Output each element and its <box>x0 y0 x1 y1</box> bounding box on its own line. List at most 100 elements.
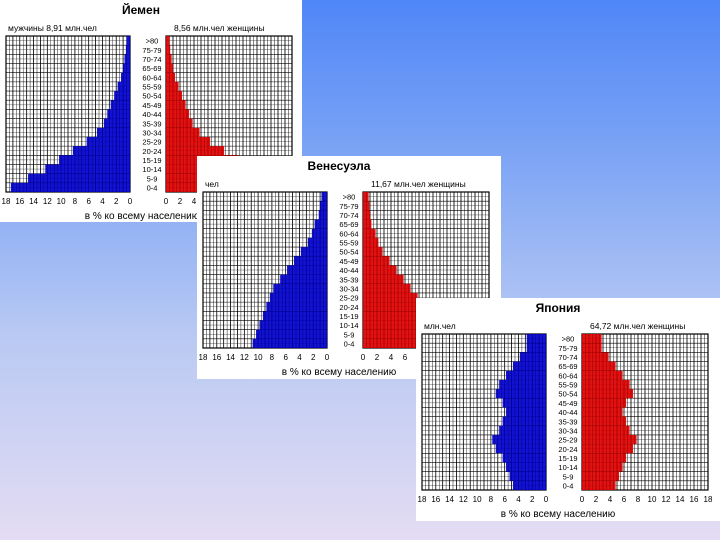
male-bar-25-29 <box>269 292 327 303</box>
age-group-label: 60-64 <box>142 73 161 82</box>
age-group-label: 35-39 <box>142 119 161 128</box>
x-tick-label: 10 <box>648 495 657 504</box>
female-bar-50-54 <box>166 91 183 101</box>
age-group-label: 35-39 <box>339 275 358 284</box>
male-bar->80 <box>126 36 130 46</box>
age-group-label: 50-54 <box>339 248 358 257</box>
male-bar-20-24 <box>72 146 130 156</box>
male-bar-10-14 <box>259 320 327 330</box>
age-group-label: 60-64 <box>339 229 358 238</box>
age-group-label: 55-59 <box>339 239 358 248</box>
bar-grid-overlay <box>206 192 324 348</box>
x-tick-label: 0 <box>164 197 169 206</box>
chart-title: Венесуэла <box>308 159 371 173</box>
x-tick-label: 4 <box>192 197 197 206</box>
female-bar-30-34 <box>166 127 200 137</box>
age-group-label: 60-64 <box>558 371 577 380</box>
age-group-label: 25-29 <box>142 138 161 147</box>
x-tick-label: 14 <box>226 353 235 362</box>
female-bar-65-69 <box>363 219 372 229</box>
x-tick-label: 0 <box>361 353 366 362</box>
male-bar-25-29 <box>86 136 130 147</box>
x-tick-label: 6 <box>403 353 408 362</box>
chart-title: Йемен <box>122 2 160 17</box>
male-bar-60-64 <box>311 228 327 238</box>
female-bar-70-74 <box>582 352 609 362</box>
age-group-label: 50-54 <box>558 390 577 399</box>
male-bar-45-49 <box>110 100 130 110</box>
age-group-label: 55-59 <box>142 83 161 92</box>
x-tick-label: 8 <box>270 353 275 362</box>
age-group-label: 75-79 <box>558 344 577 353</box>
female-bar-45-49 <box>582 398 627 408</box>
female-bar->80 <box>166 36 170 46</box>
age-group-label: 15-19 <box>339 312 358 321</box>
female-bar-55-59 <box>363 237 379 248</box>
male-bar-70-74 <box>124 54 130 64</box>
male-bar-70-74 <box>519 352 546 362</box>
x-tick-label: 2 <box>530 495 535 504</box>
age-group-label: 0-4 <box>563 482 574 491</box>
male-bar-15-19 <box>59 155 130 165</box>
male-bar-0-4 <box>512 480 546 490</box>
female-bar-40-44 <box>166 109 190 119</box>
female-bar-60-64 <box>363 228 376 238</box>
age-group-label: 25-29 <box>558 436 577 445</box>
female-bar-25-29 <box>363 292 418 303</box>
female-bar-40-44 <box>363 265 397 275</box>
male-bar-60-64 <box>121 72 130 82</box>
age-group-label: 25-29 <box>339 294 358 303</box>
x-tick-label: 16 <box>431 495 440 504</box>
male-bar-45-49 <box>502 398 546 408</box>
age-group-label: >80 <box>343 193 356 202</box>
female-bar-50-54 <box>582 389 634 399</box>
age-group-label: 70-74 <box>142 55 161 64</box>
male-population-label: чел <box>205 179 219 189</box>
female-bar-40-44 <box>582 407 623 417</box>
male-bar-40-44 <box>107 109 130 119</box>
female-bar-75-79 <box>166 45 171 55</box>
male-bar-15-19 <box>502 453 546 463</box>
female-bar-25-29 <box>166 136 211 147</box>
male-bar-65-69 <box>512 361 546 371</box>
male-bar-5-9 <box>256 329 327 339</box>
x-tick-label: 6 <box>622 495 627 504</box>
x-axis-label: в % ко всему населению <box>282 367 397 378</box>
female-population-label: 64,72 млн.чел женщины <box>590 321 685 331</box>
female-bar-10-14 <box>363 320 432 330</box>
female-bar-45-49 <box>363 256 390 266</box>
age-group-label: 45-49 <box>339 257 358 266</box>
chart-title: Япония <box>536 301 581 315</box>
male-population-label: млн.чел <box>424 321 456 331</box>
age-group-label: >80 <box>562 335 575 344</box>
age-group-label: 45-49 <box>558 399 577 408</box>
female-bar-55-59 <box>582 379 630 390</box>
age-group-label: 20-24 <box>558 445 577 454</box>
age-group-label: 30-34 <box>339 284 358 293</box>
x-tick-label: 2 <box>594 495 599 504</box>
male-bar-35-39 <box>502 416 546 426</box>
x-tick-label: 10 <box>254 353 263 362</box>
age-group-label: 30-34 <box>142 128 161 137</box>
x-tick-label: 18 <box>418 495 427 504</box>
male-bar-10-14 <box>506 462 546 472</box>
female-bar-5-9 <box>363 329 436 339</box>
age-group-label: 10-14 <box>339 321 358 330</box>
female-population-label: 8,56 млн.чел женщины <box>174 23 265 33</box>
age-group-label: 10-14 <box>558 463 577 472</box>
female-bar-50-54 <box>363 247 383 257</box>
x-tick-label: 4 <box>516 495 521 504</box>
bar-grid-overlay <box>425 334 543 490</box>
female-bar-15-19 <box>582 453 627 463</box>
male-bar-30-34 <box>96 127 130 137</box>
male-bar-40-44 <box>287 265 327 275</box>
age-group-label: 15-19 <box>142 156 161 165</box>
female-bar-25-29 <box>582 434 637 445</box>
x-tick-label: 10 <box>473 495 482 504</box>
female-bar-75-79 <box>582 343 602 353</box>
male-bar-40-44 <box>506 407 546 417</box>
bar-grid-overlay <box>585 334 705 490</box>
age-group-label: 20-24 <box>142 147 161 156</box>
age-group-label: 70-74 <box>339 211 358 220</box>
